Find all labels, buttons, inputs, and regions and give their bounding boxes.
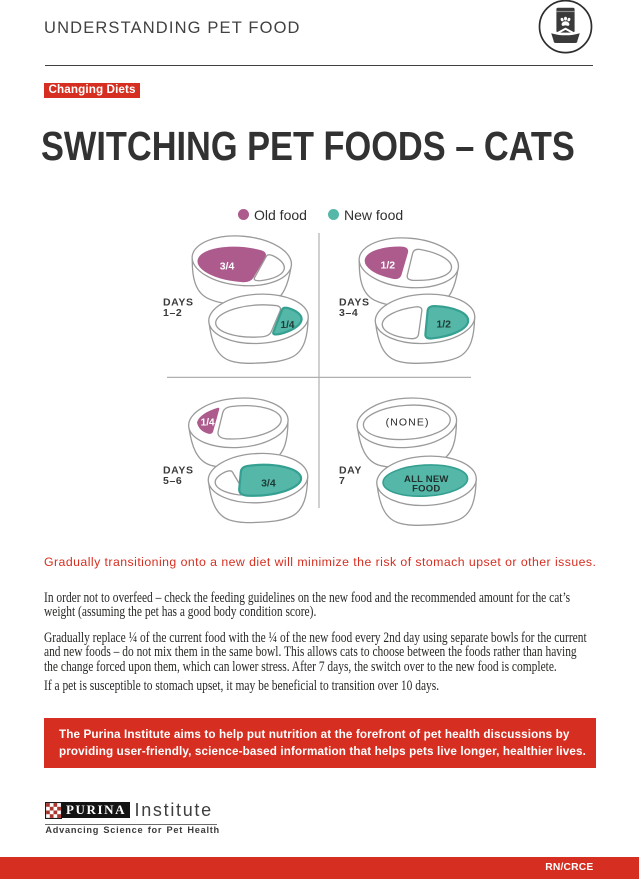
svg-text:DAY: DAY	[339, 465, 362, 477]
svg-text:DAYS: DAYS	[163, 297, 194, 309]
svg-text:DAYS: DAYS	[163, 465, 194, 477]
svg-text:3/4: 3/4	[261, 478, 276, 490]
svg-text:DAYS: DAYS	[339, 297, 370, 309]
svg-text:1/4: 1/4	[201, 418, 215, 429]
svg-text:ALL NEW: ALL NEW	[404, 474, 449, 485]
svg-text:1/4: 1/4	[281, 320, 295, 331]
svg-text:5–6: 5–6	[163, 475, 182, 487]
svg-text:1–2: 1–2	[163, 307, 182, 319]
svg-text:1/2: 1/2	[436, 319, 451, 331]
svg-text:7: 7	[339, 475, 345, 487]
svg-text:FOOD: FOOD	[412, 483, 440, 494]
svg-text:3/4: 3/4	[220, 261, 235, 273]
svg-text:1/2: 1/2	[380, 259, 395, 271]
svg-text:3–4: 3–4	[339, 307, 358, 319]
svg-text:(NONE): (NONE)	[386, 417, 430, 429]
